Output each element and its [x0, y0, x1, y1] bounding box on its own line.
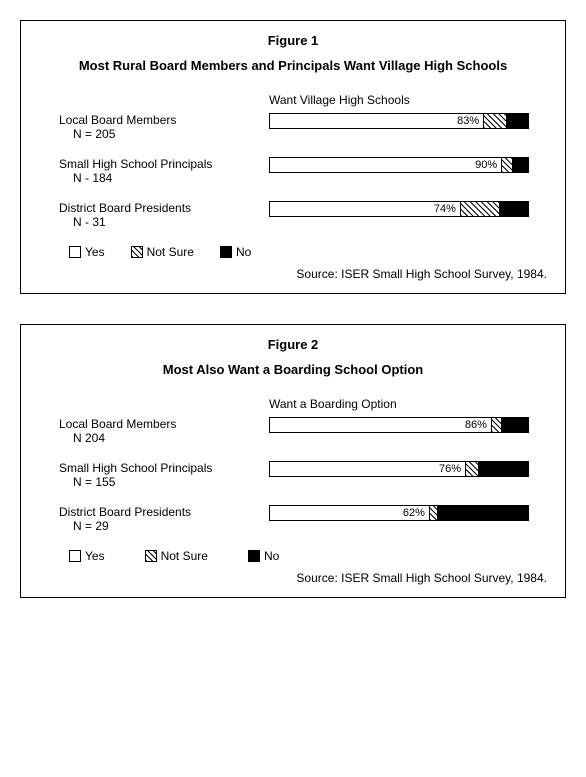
row-n: N - 184	[59, 171, 269, 185]
row-n: N = 155	[59, 475, 269, 489]
swatch-yes-icon	[69, 246, 81, 258]
legend-label: Yes	[85, 245, 105, 259]
bar-segment-no	[507, 114, 528, 128]
row-name: District Board Presidents	[59, 201, 269, 215]
pct-label: 62%	[403, 507, 425, 519]
source-text: Source: ISER Small High School Survey, 1…	[39, 571, 547, 585]
chart-row: Local Board Members N = 205 83%	[39, 113, 547, 141]
swatch-notsure-icon	[131, 246, 143, 258]
legend-item-no: No	[220, 245, 251, 259]
bar-segment-notsure	[492, 418, 502, 432]
row-name: Small High School Principals	[59, 157, 269, 171]
swatch-no-icon	[248, 550, 260, 562]
legend-item-yes: Yes	[69, 549, 105, 563]
row-name: Local Board Members	[59, 113, 269, 127]
legend-label: No	[264, 549, 279, 563]
legend: Yes Not Sure No	[39, 245, 547, 259]
bar-segment-yes: 76%	[270, 462, 466, 476]
legend-item-notsure: Not Sure	[131, 245, 194, 259]
row-n: N 204	[59, 431, 269, 445]
pct-label: 74%	[434, 203, 456, 215]
bar-segment-no	[502, 418, 528, 432]
legend-label: Yes	[85, 549, 105, 563]
swatch-no-icon	[220, 246, 232, 258]
figure-label: Figure 1	[39, 33, 547, 48]
legend-item-no: No	[248, 549, 279, 563]
bar: 76%	[269, 461, 529, 477]
swatch-yes-icon	[69, 550, 81, 562]
chart-row: Small High School Principals N = 155 76%	[39, 461, 547, 489]
bar-segment-notsure	[502, 158, 512, 172]
chart-row: Local Board Members N 204 86%	[39, 417, 547, 445]
legend-label: Not Sure	[147, 245, 194, 259]
figure-title: Most Rural Board Members and Principals …	[39, 58, 547, 73]
figure-2: Figure 2 Most Also Want a Boarding Schoo…	[20, 324, 566, 598]
legend-item-yes: Yes	[69, 245, 105, 259]
row-name: Local Board Members	[59, 417, 269, 431]
legend-item-notsure: Not Sure	[145, 549, 208, 563]
bar: 86%	[269, 417, 529, 433]
bar-segment-no	[513, 158, 528, 172]
legend-label: Not Sure	[161, 549, 208, 563]
figure-label: Figure 2	[39, 337, 547, 352]
bar-segment-yes: 90%	[270, 158, 502, 172]
bar-segment-notsure	[430, 506, 438, 520]
bar-segment-no	[500, 202, 528, 216]
bar: 90%	[269, 157, 529, 173]
bar-segment-notsure	[466, 462, 479, 476]
chart-row: Small High School Principals N - 184 90%	[39, 157, 547, 185]
bar-segment-yes: 86%	[270, 418, 492, 432]
chart-row: District Board Presidents N = 29 62%	[39, 505, 547, 533]
chart-row: District Board Presidents N - 31 74%	[39, 201, 547, 229]
row-name: District Board Presidents	[59, 505, 269, 519]
pct-label: 86%	[465, 419, 487, 431]
bar-segment-notsure	[461, 202, 500, 216]
column-header-row: Want a Boarding Option	[39, 397, 547, 417]
row-n: N - 31	[59, 215, 269, 229]
swatch-notsure-icon	[145, 550, 157, 562]
row-name: Small High School Principals	[59, 461, 269, 475]
legend: Yes Not Sure No	[39, 549, 547, 563]
source-text: Source: ISER Small High School Survey, 1…	[39, 267, 547, 281]
bar: 62%	[269, 505, 529, 521]
bar-segment-yes: 62%	[270, 506, 430, 520]
legend-label: No	[236, 245, 251, 259]
row-n: N = 205	[59, 127, 269, 141]
bar-segment-no	[479, 462, 528, 476]
pct-label: 76%	[439, 463, 461, 475]
column-header: Want Village High Schools	[269, 93, 410, 107]
bar-segment-notsure	[484, 114, 507, 128]
pct-label: 90%	[475, 159, 497, 171]
pct-label: 83%	[457, 115, 479, 127]
bar-segment-yes: 74%	[270, 202, 461, 216]
column-header: Want a Boarding Option	[269, 397, 397, 411]
row-n: N = 29	[59, 519, 269, 533]
bar-segment-no	[438, 506, 528, 520]
column-header-row: Want Village High Schools	[39, 93, 547, 113]
figure-title: Most Also Want a Boarding School Option	[39, 362, 547, 377]
bar: 83%	[269, 113, 529, 129]
bar-segment-yes: 83%	[270, 114, 484, 128]
bar: 74%	[269, 201, 529, 217]
figure-1: Figure 1 Most Rural Board Members and Pr…	[20, 20, 566, 294]
